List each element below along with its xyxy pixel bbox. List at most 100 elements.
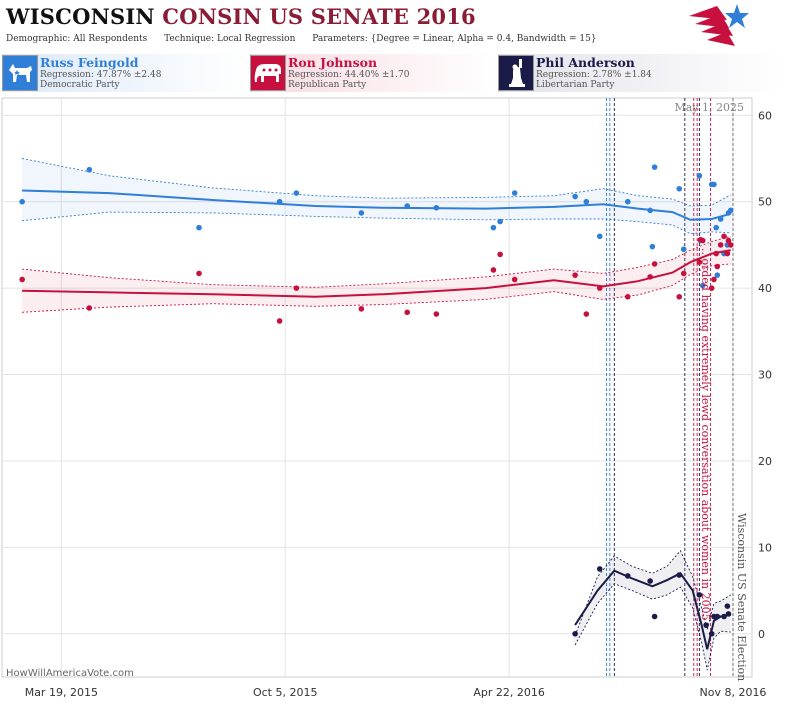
poll-point xyxy=(647,578,653,584)
candidate-regression: Regression: 2.78% ±1.84 xyxy=(536,70,652,80)
poll-point xyxy=(596,285,603,291)
band-upper-line xyxy=(574,549,731,636)
poll-point xyxy=(490,267,497,273)
poll-point xyxy=(647,207,653,214)
poll-point xyxy=(572,193,578,200)
poll-point xyxy=(293,285,300,291)
poll-point xyxy=(713,224,719,231)
poll-point xyxy=(86,166,93,173)
poll-point xyxy=(696,259,703,265)
poll-point xyxy=(721,613,727,620)
confidence-band xyxy=(575,550,731,671)
poll-point xyxy=(19,198,25,205)
poll-point xyxy=(404,309,411,316)
poll-point xyxy=(511,276,518,283)
poll-point xyxy=(717,216,724,222)
candidate-regression: Regression: 44.40% ±1.70 xyxy=(288,70,410,80)
poll-point xyxy=(433,311,440,317)
trend-line xyxy=(22,189,731,221)
x-tick-label: Oct 5, 2015 xyxy=(253,686,318,699)
band-lower-line xyxy=(22,211,731,235)
elephant-icon xyxy=(250,55,286,91)
poll-point xyxy=(596,233,603,240)
candidate-name: Phil Anderson xyxy=(536,55,635,70)
confidence-band xyxy=(22,158,731,234)
date-stamp: May 1, 2025 xyxy=(674,101,744,114)
poll-point xyxy=(727,242,734,248)
y-tick-label: 10 xyxy=(758,541,772,554)
event-annotation: ...orded having extremely lewd conversat… xyxy=(699,248,712,621)
y-tick-label: 50 xyxy=(758,196,772,209)
title-race: CONSIN US SENATE 2016 xyxy=(162,4,476,29)
candidate-name: Ron Johnson xyxy=(288,55,378,70)
poll-point xyxy=(276,318,283,324)
poll-point xyxy=(572,630,578,637)
poll-point xyxy=(196,270,202,277)
title-state: WISCONSIN xyxy=(6,4,155,29)
poll-point xyxy=(676,572,683,578)
liberty-statue-icon xyxy=(498,55,534,91)
event-annotation: Wisconsin US Senate Election xyxy=(735,513,748,681)
donkey-icon xyxy=(2,55,38,91)
poll-point xyxy=(724,250,731,257)
poll-point xyxy=(497,218,503,225)
candidate-party: Democratic Party xyxy=(40,80,120,90)
poll-point xyxy=(651,613,658,620)
poll-point xyxy=(696,172,703,179)
candidate-card-feingold: Russ Feingold Regression: 47.87% ±2.48 D… xyxy=(2,54,247,92)
poll-point xyxy=(196,224,202,231)
poll-point xyxy=(724,603,731,609)
poll-point xyxy=(711,276,717,283)
poll-point xyxy=(714,263,721,270)
poll-point xyxy=(703,622,709,628)
poll-point xyxy=(596,566,603,572)
technique-label: Technique: Local Regression xyxy=(164,34,296,44)
poll-point xyxy=(676,185,683,192)
poll-point xyxy=(727,207,734,214)
poll-point xyxy=(714,272,721,278)
poll-point xyxy=(717,242,724,248)
poll-chart: 0 10 20 30 40 50 60 Mar 19, 2015 Oct 5, 2015 Apr … xyxy=(1,97,772,699)
poll-point xyxy=(713,250,719,257)
demographic-label: Demographic: All Respondents xyxy=(6,34,148,44)
y-tick-label: 30 xyxy=(758,369,772,382)
poll-point xyxy=(86,305,93,311)
poll-point xyxy=(624,293,631,300)
poll-point xyxy=(583,311,590,317)
y-tick-label: 20 xyxy=(758,455,772,468)
poll-point xyxy=(725,237,732,244)
poll-point xyxy=(358,210,365,216)
poll-point xyxy=(647,274,653,280)
poll-point xyxy=(276,198,283,205)
parameters-label: Parameters: {Degree = Linear, Alpha = 0.… xyxy=(312,34,597,44)
y-tick-label: 0 xyxy=(758,628,765,641)
band-upper-line xyxy=(22,235,731,288)
poll-point xyxy=(433,204,440,211)
poll-point xyxy=(404,203,411,209)
poll-point xyxy=(696,592,703,598)
y-tick-label: 40 xyxy=(758,282,772,295)
poll-point xyxy=(497,251,503,258)
poll-point xyxy=(511,190,518,196)
candidate-card-anderson: Phil Anderson Regression: 2.78% ±1.84 Li… xyxy=(498,54,784,92)
candidate-name: Russ Feingold xyxy=(40,55,139,70)
poll-point xyxy=(725,611,732,617)
band-lower-line xyxy=(574,583,731,671)
poll-point xyxy=(19,276,25,283)
poll-point xyxy=(624,573,631,579)
poll-point xyxy=(624,198,631,205)
parameters-line: Demographic: All Respondents Technique: … xyxy=(6,34,611,44)
trend-line xyxy=(22,249,731,298)
poll-point xyxy=(714,613,721,620)
band-upper-line xyxy=(22,158,731,207)
x-tick-label: Apr 22, 2016 xyxy=(473,686,545,699)
header: WISCONSIN CONSIN US SENATE 2016 Demograp… xyxy=(0,0,789,52)
site-watermark: HowWillAmericaVote.com xyxy=(6,668,134,679)
x-tick-label: Mar 19, 2015 xyxy=(25,686,98,699)
poll-point xyxy=(708,285,715,291)
band-lower-line xyxy=(22,263,731,313)
candidate-party: Libertarian Party xyxy=(536,80,615,90)
poll-point xyxy=(676,293,683,300)
poll-point xyxy=(699,282,706,289)
poll-point xyxy=(572,272,578,278)
